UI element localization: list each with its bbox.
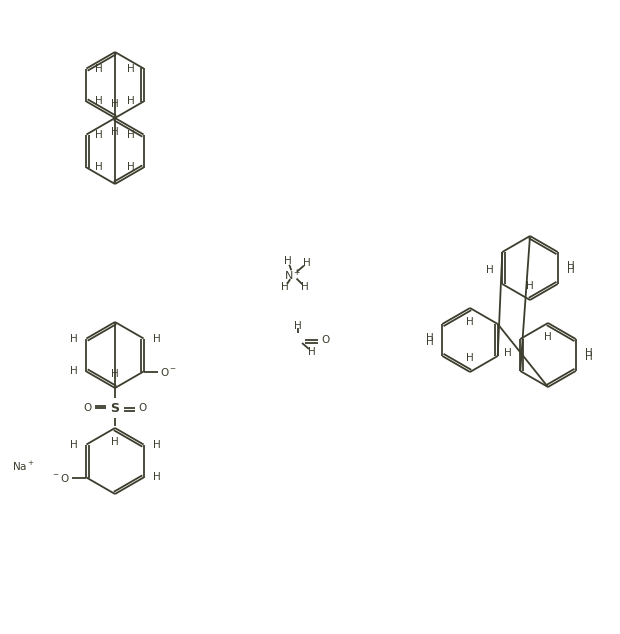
Text: H: H [95,96,103,107]
Text: H: H [127,63,135,74]
Text: O: O [84,403,92,413]
Text: H: H [544,332,552,342]
Text: H: H [111,99,119,109]
Text: H: H [308,347,316,357]
Text: H: H [485,265,494,275]
Text: H: H [127,162,135,172]
Text: H: H [111,369,119,379]
Text: H: H [127,129,135,139]
Text: H: H [294,321,302,331]
Text: H: H [425,333,433,343]
Text: H: H [69,366,78,377]
Text: H: H [526,281,534,291]
Text: H: H [111,437,119,447]
Text: O: O [321,335,329,345]
Text: H: H [69,439,78,450]
Text: H: H [95,63,103,74]
Text: H: H [111,127,119,137]
Text: O: O [138,403,146,413]
Text: H: H [425,337,433,347]
Text: H: H [503,348,512,358]
Text: Na$^+$: Na$^+$ [12,460,35,472]
Text: H: H [153,472,161,482]
Text: S: S [110,401,120,415]
Text: H: H [567,261,575,271]
Text: $^-$O: $^-$O [51,472,71,484]
Text: H: H [466,317,474,327]
Text: H: H [95,162,103,172]
Text: H: H [69,333,78,344]
Text: H: H [585,352,593,362]
Text: H: H [585,348,593,358]
Text: O$^-$: O$^-$ [159,365,177,377]
Text: H: H [153,333,161,344]
Text: H: H [127,96,135,107]
Text: H: H [303,258,311,268]
Text: H: H [153,439,161,450]
Text: H: H [567,265,575,275]
Text: H: H [301,282,309,292]
Text: N$^+$: N$^+$ [284,268,302,283]
Text: H: H [284,256,292,266]
Text: H: H [466,353,474,363]
Text: H: H [281,282,289,292]
Text: H: H [95,129,103,139]
